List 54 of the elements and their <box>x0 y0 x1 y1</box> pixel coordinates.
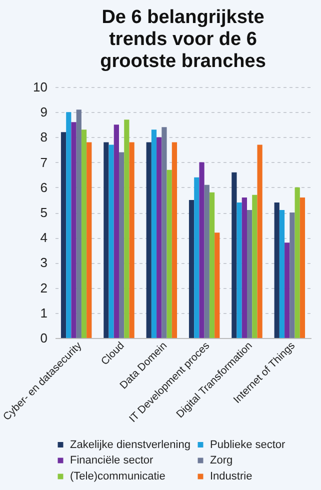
bar <box>188 200 194 338</box>
bar <box>172 142 178 338</box>
bar <box>162 127 167 338</box>
legend-label: (Tele)communicatie <box>70 470 166 482</box>
legend-label: Financiële sector <box>70 454 154 466</box>
y-tick-label: 4 <box>40 230 48 246</box>
bar <box>124 120 130 338</box>
bar <box>204 184 210 338</box>
y-tick-label: 2 <box>40 280 48 296</box>
bar <box>81 130 87 338</box>
bar <box>146 142 152 338</box>
bar <box>290 212 295 338</box>
bar <box>66 112 72 338</box>
bar <box>129 142 134 338</box>
bar <box>156 137 162 338</box>
bar <box>252 194 258 338</box>
bar <box>119 152 124 338</box>
bar <box>194 177 200 338</box>
y-tick-label: 0 <box>40 330 48 346</box>
y-tick-label: 1 <box>40 305 48 320</box>
bar <box>294 187 300 338</box>
legend-label: Zakelijke dienstverlening <box>70 438 190 451</box>
bar <box>209 192 215 338</box>
bar <box>114 124 119 338</box>
y-tick-label: 6 <box>40 180 48 195</box>
bar <box>284 242 290 338</box>
bar <box>300 197 306 338</box>
chart-title: De 6 belangrijkste trends voor de 6 grootste branches <box>100 7 266 72</box>
bar <box>279 210 285 338</box>
legend-label: Publieke sector <box>210 438 286 451</box>
bar <box>236 202 242 338</box>
legend-label: Industrie <box>210 470 252 482</box>
y-tick-label: 3 <box>40 255 48 270</box>
bar <box>257 144 262 338</box>
y-tick-label: 8 <box>40 130 48 145</box>
y-tick-label: 9 <box>40 104 48 120</box>
bar <box>166 170 172 338</box>
y-tick-label: 7 <box>40 154 48 170</box>
bar <box>214 232 220 338</box>
bar <box>232 172 237 338</box>
y-tick-label: 10 <box>33 80 48 94</box>
bar <box>108 144 114 338</box>
bar <box>247 210 252 338</box>
legend-label: Zorg <box>210 454 233 466</box>
bar <box>242 197 247 338</box>
bar <box>199 162 204 338</box>
bar <box>104 142 109 338</box>
bar <box>60 132 66 338</box>
bar <box>151 130 157 338</box>
bar <box>71 122 76 338</box>
bar <box>86 142 92 338</box>
bar <box>274 202 280 338</box>
bar <box>76 110 82 338</box>
y-tick-label: 5 <box>40 205 48 220</box>
